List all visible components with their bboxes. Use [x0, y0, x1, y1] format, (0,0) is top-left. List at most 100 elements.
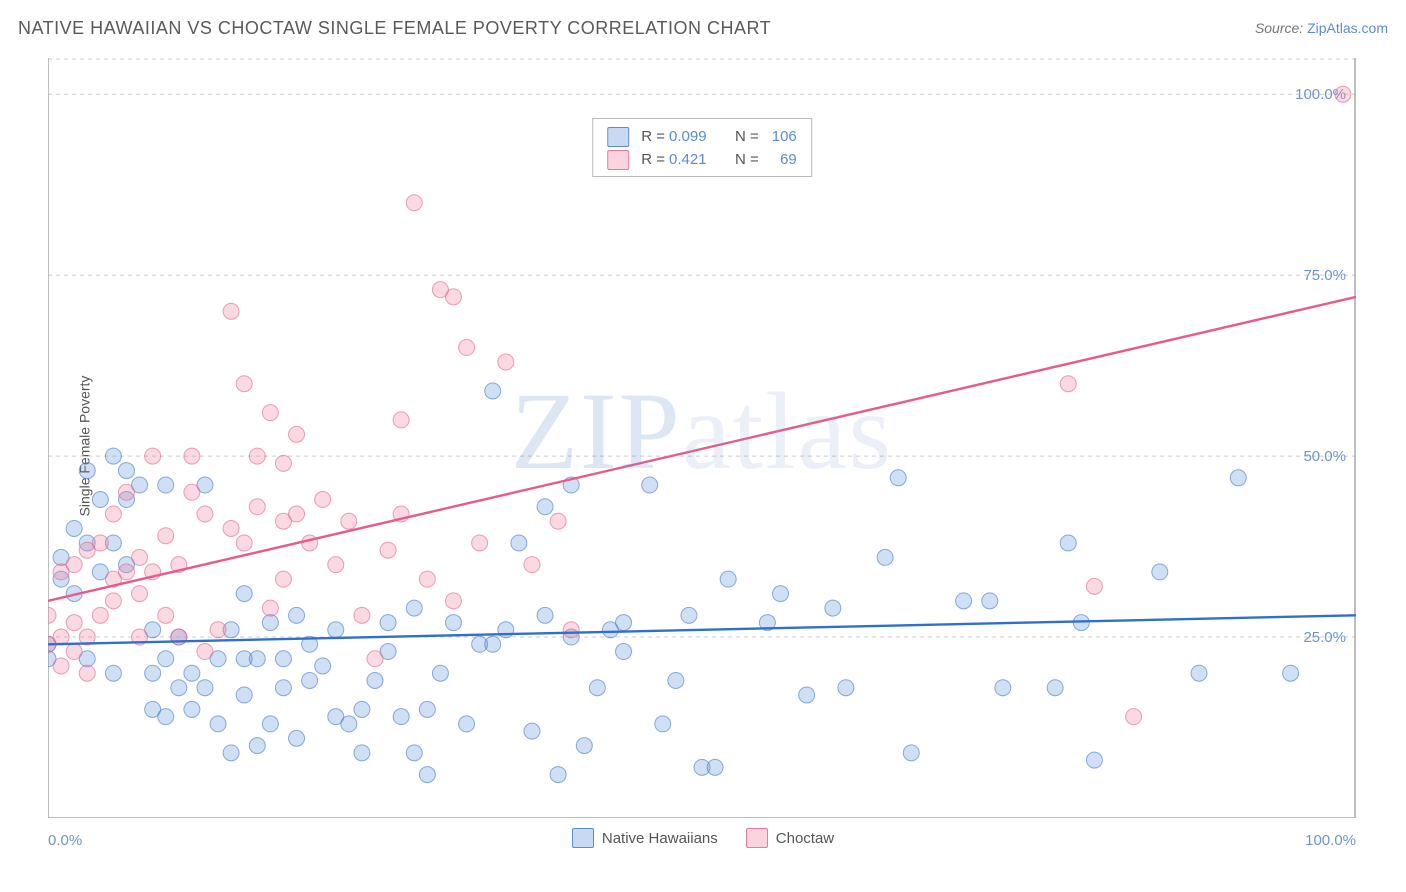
legend-label: Choctaw	[776, 830, 834, 847]
scatter-point	[158, 651, 174, 667]
scatter-point	[1152, 564, 1168, 580]
header: NATIVE HAWAIIAN VS CHOCTAW SINGLE FEMALE…	[18, 18, 1388, 48]
stat-r-value: 0.099	[669, 125, 721, 148]
scatter-point	[289, 730, 305, 746]
scatter-point	[367, 672, 383, 688]
scatter-point	[1060, 376, 1076, 392]
scatter-point	[105, 448, 121, 464]
stat-n-label: N =	[735, 125, 759, 148]
scatter-point	[498, 354, 514, 370]
scatter-point	[1283, 665, 1299, 681]
scatter-point	[419, 701, 435, 717]
scatter-point	[289, 607, 305, 623]
scatter-point	[249, 448, 265, 464]
scatter-point	[1060, 535, 1076, 551]
scatter-point	[53, 658, 69, 674]
scatter-point	[236, 586, 252, 602]
scatter-point	[262, 600, 278, 616]
scatter-point	[275, 680, 291, 696]
scatter-point	[485, 383, 501, 399]
stats-legend: R =0.099N =106R =0.421N =69	[592, 118, 812, 177]
scatter-point	[341, 716, 357, 732]
stats-legend-row: R =0.099N =106	[607, 125, 797, 148]
scatter-point	[184, 448, 200, 464]
scatter-point	[184, 701, 200, 717]
scatter-point	[223, 520, 239, 536]
scatter-point	[524, 723, 540, 739]
scatter-point	[262, 716, 278, 732]
scatter-point	[210, 622, 226, 638]
scatter-point	[393, 412, 409, 428]
scatter-point	[406, 600, 422, 616]
scatter-point	[616, 644, 632, 660]
trend-line	[48, 615, 1356, 644]
scatter-point	[66, 615, 82, 631]
scatter-point	[105, 593, 121, 609]
scatter-point	[275, 455, 291, 471]
scatter-point	[563, 622, 579, 638]
scatter-point	[354, 745, 370, 761]
scatter-point	[105, 665, 121, 681]
trend-line	[48, 297, 1356, 601]
y-tick-label: 75.0%	[1303, 267, 1346, 284]
scatter-point	[589, 680, 605, 696]
stat-r-label: R =	[641, 148, 665, 171]
scatter-point	[485, 636, 501, 652]
scatter-point	[145, 448, 161, 464]
legend-swatch	[572, 828, 594, 848]
scatter-point	[799, 687, 815, 703]
scatter-point	[53, 629, 69, 645]
legend-swatch	[607, 150, 629, 170]
scatter-point	[642, 477, 658, 493]
scatter-point	[249, 651, 265, 667]
scatter-point	[576, 738, 592, 754]
scatter-point	[890, 470, 906, 486]
scatter-point	[354, 701, 370, 717]
scatter-point	[132, 586, 148, 602]
scatter-point	[171, 680, 187, 696]
scatter-point	[367, 651, 383, 667]
stat-n-value: 69	[763, 148, 797, 171]
source-link[interactable]: ZipAtlas.com	[1307, 20, 1388, 36]
scatter-point	[132, 549, 148, 565]
scatter-point	[668, 672, 684, 688]
bottom-legend: Native Hawaiians Choctaw	[0, 828, 1406, 853]
scatter-point	[877, 549, 893, 565]
stat-n-value: 106	[763, 125, 797, 148]
scatter-point	[459, 716, 475, 732]
source-label: Source:	[1255, 20, 1303, 36]
scatter-point	[393, 709, 409, 725]
scatter-point	[118, 463, 134, 479]
scatter-point	[315, 492, 331, 508]
scatter-point	[445, 289, 461, 305]
scatter-point	[1047, 680, 1063, 696]
scatter-point	[158, 477, 174, 493]
scatter-point	[772, 586, 788, 602]
scatter-point	[537, 607, 553, 623]
legend-item: Choctaw	[746, 828, 834, 848]
y-tick-label: 50.0%	[1303, 448, 1346, 465]
scatter-point	[158, 528, 174, 544]
scatter-point	[354, 607, 370, 623]
scatter-point	[1126, 709, 1142, 725]
scatter-point	[419, 767, 435, 783]
plot-area: ZIPatlas 25.0%50.0%75.0%100.0% R =0.099N…	[48, 58, 1356, 818]
scatter-point	[380, 615, 396, 631]
legend-item: Native Hawaiians	[572, 828, 718, 848]
scatter-point	[956, 593, 972, 609]
scatter-point	[79, 665, 95, 681]
scatter-point	[249, 499, 265, 515]
scatter-point	[92, 492, 108, 508]
scatter-point	[1230, 470, 1246, 486]
scatter-point	[419, 571, 435, 587]
scatter-point	[66, 520, 82, 536]
scatter-point	[550, 767, 566, 783]
scatter-point	[328, 557, 344, 573]
scatter-point	[341, 513, 357, 529]
scatter-point	[66, 644, 82, 660]
scatter-point	[302, 535, 318, 551]
scatter-point	[210, 716, 226, 732]
scatter-point	[249, 738, 265, 754]
scatter-point	[197, 644, 213, 660]
scatter-point	[459, 340, 475, 356]
